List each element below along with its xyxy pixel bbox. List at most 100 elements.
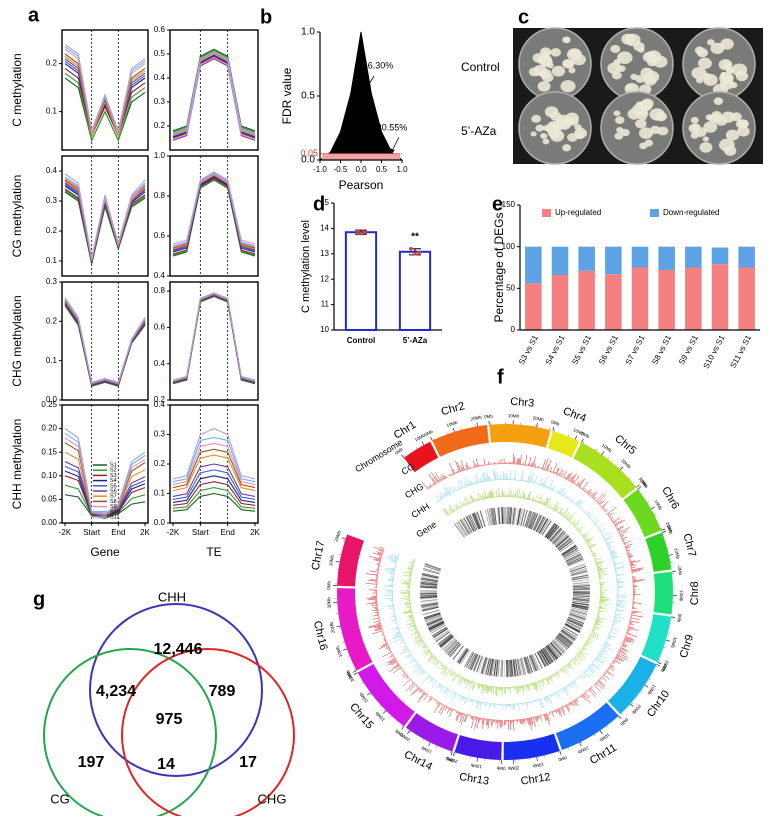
callus — [690, 116, 699, 124]
cg-track — [462, 696, 465, 700]
gene-track — [523, 657, 530, 674]
callus — [550, 48, 562, 57]
chh-track — [608, 512, 615, 518]
chg-track — [453, 509, 456, 512]
gene-track — [488, 658, 493, 676]
cg-track — [551, 693, 553, 696]
chh-track — [403, 671, 406, 674]
cg-track — [565, 686, 568, 690]
venn-count: 975 — [156, 711, 183, 728]
y-tick-label: 0.4 — [154, 73, 166, 82]
chg-track — [556, 511, 558, 513]
cg-track — [484, 473, 487, 482]
series-line — [64, 43, 146, 133]
gene-track — [520, 658, 526, 675]
chh-track — [384, 640, 387, 643]
chg-track — [408, 573, 412, 575]
gene-track — [546, 645, 558, 660]
y-axis-label: FDR value — [280, 67, 294, 124]
chh-track — [623, 640, 625, 642]
cg-track — [445, 687, 447, 689]
gene-track — [546, 525, 558, 539]
chromosome-label: Chr15 — [347, 701, 376, 732]
gene-track — [539, 650, 549, 666]
chg-track — [572, 521, 576, 526]
gene-track — [420, 578, 438, 582]
cg-track — [397, 555, 400, 557]
gene-track — [420, 597, 438, 600]
chg-track — [417, 632, 420, 634]
bar-segment — [578, 270, 595, 330]
gene-track — [508, 659, 510, 677]
gene-track — [487, 658, 492, 676]
significance-label: ** — [411, 231, 419, 242]
gene-track — [529, 512, 537, 529]
chromosome-tick — [335, 561, 340, 563]
chg-track — [403, 582, 411, 584]
chg-track — [543, 497, 548, 506]
chh-track — [442, 478, 444, 481]
chg-track — [491, 686, 493, 693]
chh-track — [584, 489, 587, 492]
chh-track — [611, 661, 615, 664]
chh-track — [585, 491, 588, 494]
chromosome-label: Chr11 — [588, 742, 619, 767]
gene-track — [485, 658, 490, 675]
chg-track — [442, 508, 449, 517]
gene-track — [428, 622, 445, 631]
y-tick-label: 0.2 — [154, 459, 166, 468]
chg-track — [542, 679, 545, 685]
cg-track — [588, 515, 592, 519]
gene-track — [526, 511, 533, 528]
chh-track — [389, 655, 394, 658]
chromosome-tick — [453, 752, 455, 757]
chg-track — [582, 535, 586, 538]
gene-track — [542, 520, 553, 536]
gene-track — [568, 615, 585, 622]
chg-track — [560, 668, 564, 674]
gene-track — [447, 642, 460, 655]
gene-track — [475, 512, 482, 529]
chh-track — [622, 643, 628, 647]
series-line — [172, 294, 256, 383]
cg-track — [543, 477, 548, 487]
gene-track — [467, 515, 476, 531]
gene-track — [420, 594, 438, 596]
chg-track — [409, 616, 414, 618]
gene-track — [524, 656, 531, 674]
chg-track — [563, 666, 565, 668]
series-line — [172, 436, 256, 483]
gene-track — [510, 659, 513, 677]
cg-track — [429, 675, 432, 678]
cg-track — [607, 637, 611, 640]
chg-track — [594, 560, 597, 562]
gene-track — [557, 635, 571, 647]
chg-track — [598, 605, 606, 608]
chg-track — [572, 658, 575, 661]
chg-track — [432, 656, 436, 660]
cg-track — [550, 487, 552, 490]
callus — [607, 62, 622, 74]
chg-track — [568, 519, 571, 522]
chg-track — [475, 498, 477, 502]
cg-track — [569, 683, 574, 688]
series-line — [64, 300, 146, 385]
chg-track — [577, 652, 586, 660]
cg-track — [611, 556, 618, 559]
gene-track — [476, 656, 483, 673]
callus — [691, 67, 707, 80]
cg-track — [442, 492, 446, 498]
chromosome-tick — [336, 625, 341, 628]
callus — [621, 33, 635, 45]
chh-track — [410, 679, 412, 681]
cg-track — [400, 641, 405, 644]
chh-track — [609, 665, 614, 669]
chromosome-label: Chr7 — [681, 532, 698, 558]
chg-track — [490, 491, 492, 498]
chh-track — [530, 463, 532, 467]
chromosome-tick — [353, 672, 358, 675]
callus — [533, 64, 547, 77]
chh-track — [625, 548, 628, 550]
chh-track — [631, 612, 635, 614]
cg-track — [581, 507, 585, 511]
